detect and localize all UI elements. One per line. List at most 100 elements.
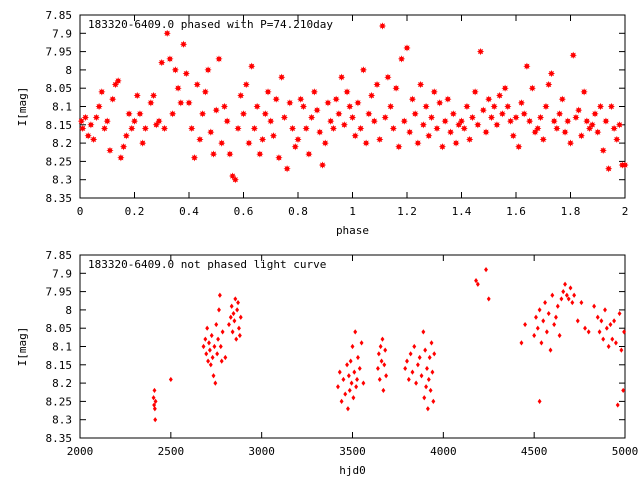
plot-phased-data-point: [534, 124, 542, 133]
plot-phased-data-point: [539, 135, 547, 144]
plot-unphased-data-point: [343, 391, 348, 397]
plot-phased-data-point: [547, 69, 556, 78]
plot-phased-data-point: [433, 124, 441, 133]
plot-phased-data-point: [316, 128, 324, 136]
plot-unphased-data-point: [419, 373, 424, 379]
plot-unphased-data-point: [233, 296, 238, 302]
plot-unphased-data-point: [559, 296, 564, 302]
plot-phased-data-point: [98, 88, 106, 96]
plot-phased-data-point: [561, 128, 569, 136]
plot-unphased-data-point: [345, 362, 349, 368]
plot-phased-data-point: [357, 124, 365, 133]
plot-unphased-data-point: [410, 369, 415, 375]
plot-unphased-data-point: [423, 347, 428, 353]
plot-unphased-data-point: [431, 398, 436, 404]
plot-phased-data-point: [607, 102, 615, 111]
plot-unphased-y-tick-label: 7.85: [46, 249, 73, 262]
plot-unphased-data-point: [550, 292, 555, 298]
plot-phased-data-point: [239, 110, 248, 118]
plot-unphased-data-point: [539, 340, 544, 346]
plot-unphased-data-point: [403, 365, 408, 372]
plot-unphased-data-point: [406, 376, 411, 383]
plot-phased-data-point: [564, 117, 572, 125]
plot-phased-data-point: [397, 55, 406, 63]
plot-phased-data-point: [610, 124, 618, 133]
plot-phased-data-point: [335, 110, 343, 118]
plot-unphased-data-point: [213, 380, 218, 386]
plot-phased-data-point: [340, 121, 348, 129]
plot-unphased-data-point: [425, 365, 429, 372]
plot-unphased-data-point: [414, 380, 419, 386]
plot-phased-data-point: [466, 135, 474, 144]
plot-unphased-data-point: [361, 380, 366, 386]
plot-unphased-data-point: [555, 303, 560, 309]
plot-phased-data-point: [95, 102, 103, 111]
plot-unphased-data-point: [408, 351, 413, 357]
plot-phased-data-point: [493, 121, 501, 129]
plot-phased-data-point: [294, 135, 302, 144]
plot-unphased-data-point: [544, 329, 549, 335]
plot-unphased-points: [151, 267, 627, 423]
plot-phased-data-point: [185, 99, 193, 107]
plot-unphased-data-point: [613, 340, 618, 346]
plot-phased-data-point: [343, 88, 351, 96]
plot-unphased-data-point: [152, 402, 157, 408]
plot-phased-data-point: [190, 154, 199, 162]
plot-phased-data-point: [128, 124, 136, 133]
plot-phased-data-point: [220, 102, 229, 111]
plot-phased-data-point: [512, 113, 520, 122]
plot-phased-data-point: [441, 117, 449, 125]
plot-phased-data-point: [114, 77, 122, 85]
plot-unphased-data-point: [412, 343, 417, 350]
plot-unphased-x-ticks: 2000 2500 3000 3500 4000 4500 5000: [67, 255, 638, 458]
plot-phased-data-point: [338, 73, 346, 81]
plot-unphased-data-point: [615, 402, 620, 408]
plot-unphased-data-point: [424, 384, 429, 390]
plot-phased-data-point: [188, 124, 196, 133]
plot-phased: 0 0.2 0.4 0.6 0.8 1 1.2 1.4 1.6 1.8 2 7.85 7.9 7.95 8…: [16, 9, 629, 237]
plot-phased-data-point: [122, 132, 130, 140]
plot-phased-data-point: [329, 124, 338, 133]
plot-phased-y-tick-label: 7.9: [52, 27, 72, 40]
plot-unphased-data-point: [348, 358, 353, 364]
plot-phased-data-point: [569, 51, 577, 59]
plot-phased-data-point: [572, 113, 580, 122]
plot-phased-data-point: [267, 117, 275, 125]
plot-phased-data-point: [324, 99, 332, 107]
plot-unphased-data-point: [541, 318, 546, 324]
plot-unphased-data-point: [212, 343, 217, 350]
plot-phased-title: 183320-6409.0 phased with P=74.210day: [88, 18, 333, 31]
plot-unphased-data-point: [617, 310, 622, 317]
plot-unphased-data-point: [592, 303, 597, 309]
plot-phased-x-tick-label: 1: [349, 205, 356, 218]
plot-unphased-data-point: [561, 289, 566, 295]
plot-phased-data-point: [182, 69, 190, 78]
plot-phased-data-point: [209, 150, 218, 158]
plot-unphased-data-point: [231, 310, 236, 317]
plot-phased-data-point: [351, 132, 359, 140]
plot-phased-data-point: [264, 88, 272, 96]
plot-phased-data-point: [215, 55, 223, 63]
plot-phased-data-point: [318, 161, 327, 169]
plot-unphased-data-point: [152, 406, 157, 412]
plot-phased-data-point: [422, 102, 430, 111]
plot-unphased-data-point: [216, 336, 221, 342]
plot-unphased-data-point: [201, 343, 206, 350]
plot-unphased-x-tick-label: 3500: [339, 445, 366, 458]
plot-phased-data-point: [141, 124, 149, 133]
plot-unphased-data-point: [523, 321, 528, 328]
plot-unphased-data-point: [430, 369, 435, 375]
plot-phased-data-point: [501, 84, 509, 92]
plot-phased-data-point: [599, 146, 607, 155]
plot-phased-data-point: [250, 124, 258, 133]
plot-unphased-y-tick-label: 8.25: [46, 395, 73, 408]
plot-unphased-title: 183320-6409.0 not phased light curve: [88, 258, 326, 271]
plot-unphased-data-point: [579, 299, 584, 306]
plot-phased-data-point: [460, 124, 468, 133]
plot-unphased-data-point: [619, 347, 624, 353]
plot-phased-data-point: [605, 165, 613, 173]
plot-unphased-y-tick-label: 8.05: [46, 322, 73, 335]
plot-unphased-data-point: [429, 340, 434, 346]
plot-unphased-data-point: [610, 336, 615, 342]
plot-phased-y-label: I[mag]: [16, 87, 29, 127]
